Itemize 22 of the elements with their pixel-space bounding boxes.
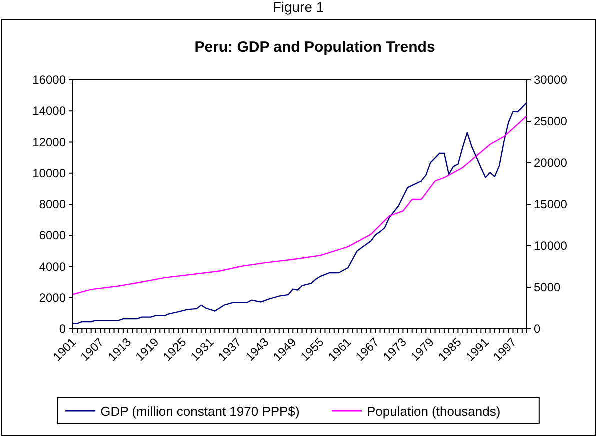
y-tick-label: 14000 <box>32 104 66 118</box>
y2-tick-label: 25000 <box>534 114 568 128</box>
y-tick-label: 2000 <box>39 290 66 305</box>
caption: Figure 1 <box>272 0 324 15</box>
y-tick-label: 4000 <box>39 260 66 274</box>
y-tick-label: 16000 <box>32 73 66 87</box>
y-tick-label: 6000 <box>39 228 66 243</box>
y2-tick-label: 20000 <box>534 156 568 170</box>
line-series <box>72 102 528 324</box>
line-series <box>72 116 528 296</box>
y2-tick-label: 0 <box>534 322 541 336</box>
legend-label: Population (thousands) <box>367 404 501 419</box>
chart-title: Peru: GDP and Population Trends <box>194 39 436 56</box>
y2-tick-label: 15000 <box>534 198 568 212</box>
y-tick-label: 10000 <box>32 166 66 180</box>
y2-tick-label: 10000 <box>534 239 568 253</box>
y-tick-label: 12000 <box>32 135 66 150</box>
y2-tick-label: 30000 <box>534 73 568 87</box>
y-tick-label: 8000 <box>39 198 66 212</box>
legend-label: GDP (million constant 1970 PPP$) <box>100 404 300 419</box>
y-tick-label: 0 <box>59 322 66 336</box>
y2-tick-label: 5000 <box>534 280 562 294</box>
